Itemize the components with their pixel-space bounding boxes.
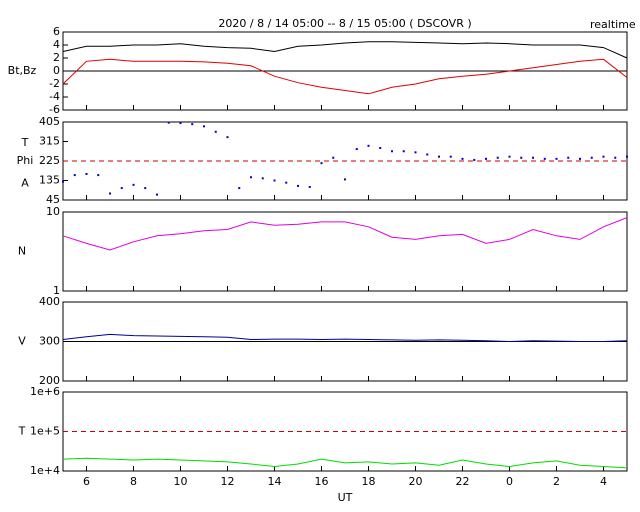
data-point xyxy=(555,157,558,160)
data-point xyxy=(250,176,252,179)
data-point xyxy=(85,173,88,175)
x-tick-label: 22 xyxy=(456,475,470,488)
data-point xyxy=(156,193,158,196)
x-tick-label: 16 xyxy=(315,475,329,488)
data-point xyxy=(344,178,346,181)
series-line xyxy=(62,457,628,469)
y-tick-label: 0 xyxy=(53,64,60,77)
y-tick-label: 400 xyxy=(39,295,60,308)
data-point xyxy=(191,123,194,126)
series-line xyxy=(62,41,628,59)
y-tick-label: 300 xyxy=(39,335,60,348)
data-point xyxy=(355,148,358,151)
y-tick-label: 2 xyxy=(53,51,60,64)
x-tick-label: 18 xyxy=(362,475,376,488)
data-point xyxy=(485,157,487,160)
data-point xyxy=(402,150,405,153)
data-point xyxy=(97,174,100,177)
y-tick-label: -4 xyxy=(49,90,60,103)
data-point xyxy=(226,136,229,139)
y-axis-label: T xyxy=(18,425,26,438)
x-tick-label: 2 xyxy=(553,475,560,488)
data-point xyxy=(532,156,534,159)
data-point xyxy=(590,156,593,159)
data-point xyxy=(579,157,581,160)
data-point xyxy=(120,187,123,190)
y-tick-label: 1 xyxy=(53,284,60,297)
data-point xyxy=(426,153,429,156)
data-point xyxy=(438,155,440,158)
y-tick-label: 135 xyxy=(39,174,60,187)
x-tick-label: 14 xyxy=(268,475,282,488)
data-point xyxy=(567,156,570,159)
y-axis-label: V xyxy=(18,335,26,348)
y-tick-label: -6 xyxy=(49,103,60,116)
data-point xyxy=(273,179,276,182)
y-axis-label: A xyxy=(21,177,29,190)
series-line xyxy=(62,58,628,95)
y-axis-label: Phi xyxy=(17,154,34,167)
data-point xyxy=(496,156,499,159)
series-line xyxy=(62,333,628,343)
data-point xyxy=(132,183,135,186)
y-tick-label: 1e+4 xyxy=(30,464,60,477)
data-point xyxy=(308,186,311,188)
y-tick-label: 225 xyxy=(39,154,60,167)
data-point xyxy=(62,180,64,183)
data-point xyxy=(238,187,241,190)
y-tick-label: 1e+5 xyxy=(30,425,60,438)
x-tick-label: 0 xyxy=(506,475,513,488)
data-point xyxy=(461,157,464,160)
y-tick-label: 10 xyxy=(46,205,60,218)
data-point xyxy=(602,155,605,158)
data-point xyxy=(543,157,546,160)
data-point xyxy=(203,125,205,128)
x-axis-label: UT xyxy=(338,491,353,504)
y-axis-label: Bt,Bz xyxy=(8,64,37,77)
data-point xyxy=(332,156,335,159)
data-point xyxy=(449,155,452,158)
y-tick-label: 4 xyxy=(53,38,60,51)
data-point xyxy=(614,156,617,159)
data-point xyxy=(320,162,323,165)
x-tick-label: 10 xyxy=(174,475,188,488)
data-point xyxy=(473,158,476,161)
chart-title: 2020 / 8 / 14 05:00 -- 8 / 15 05:00 ( DS… xyxy=(218,17,471,30)
x-tick-label: 12 xyxy=(221,475,235,488)
x-tick-label: 8 xyxy=(130,475,137,488)
data-point xyxy=(261,177,264,180)
panel-frame xyxy=(62,211,628,292)
data-point xyxy=(285,181,288,184)
data-point xyxy=(520,156,523,159)
y-tick-label: 1e+6 xyxy=(30,385,60,398)
series-line xyxy=(62,217,628,251)
data-point xyxy=(379,147,382,149)
data-point xyxy=(391,150,393,153)
y-tick-label: 315 xyxy=(39,135,60,148)
y-tick-label: 200 xyxy=(39,374,60,387)
x-tick-label: 6 xyxy=(83,475,90,488)
x-tick-label: 4 xyxy=(600,475,607,488)
data-point xyxy=(508,155,511,158)
data-point xyxy=(367,144,370,147)
data-point xyxy=(214,130,217,133)
data-point xyxy=(626,155,628,158)
data-point xyxy=(109,192,111,195)
y-tick-label: 45 xyxy=(46,193,60,206)
y-axis-label: T xyxy=(21,136,29,149)
data-point xyxy=(179,122,182,125)
y-tick-label: 6 xyxy=(53,25,60,38)
data-point xyxy=(167,121,170,124)
data-point xyxy=(297,184,299,187)
y-tick-label: -2 xyxy=(49,77,60,90)
realtime-label: realtime xyxy=(590,18,636,31)
x-tick-label: 20 xyxy=(409,475,423,488)
data-point xyxy=(414,151,417,154)
data-point xyxy=(144,187,147,190)
y-tick-label: 405 xyxy=(39,115,60,128)
data-point xyxy=(73,174,76,177)
y-axis-label: N xyxy=(18,245,26,258)
